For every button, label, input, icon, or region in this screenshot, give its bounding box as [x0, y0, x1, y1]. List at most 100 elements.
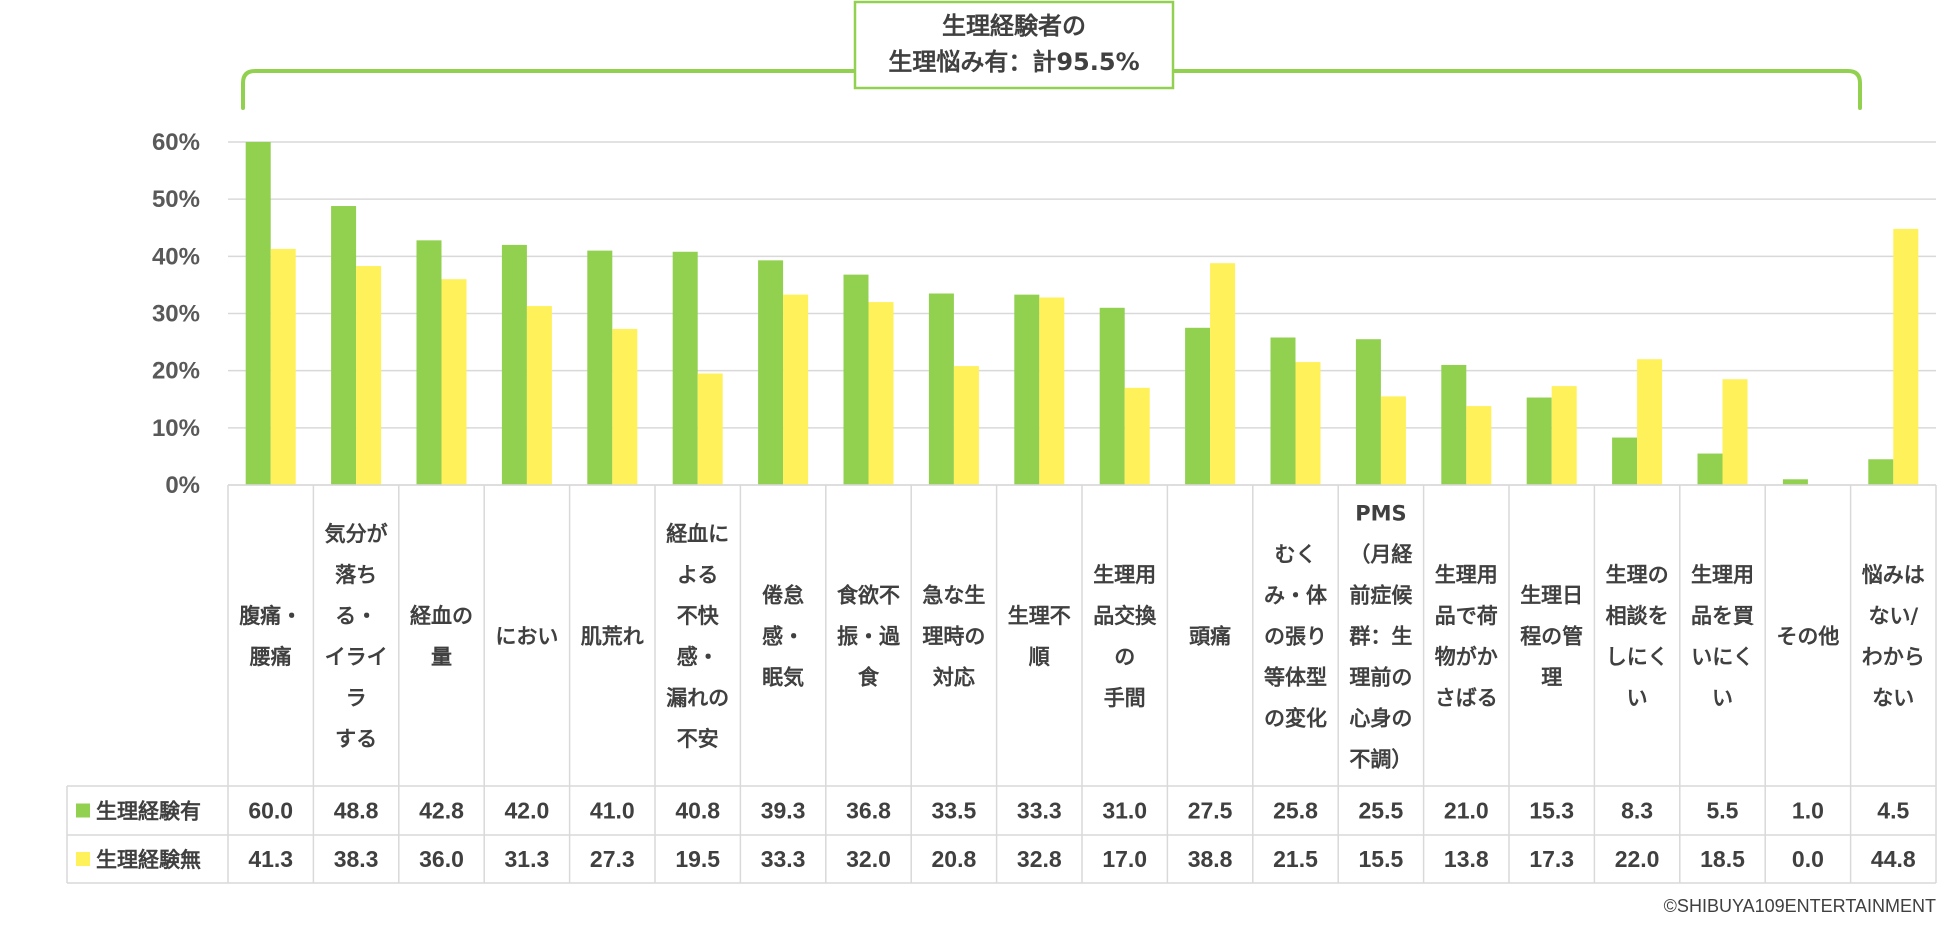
legend-key	[76, 852, 90, 866]
table-cell-value: 17.3	[1529, 846, 1574, 872]
table-cell-value: 22.0	[1615, 846, 1660, 872]
table-cell-value: 41.0	[590, 798, 635, 824]
table-cell-value: 13.8	[1444, 846, 1489, 872]
y-tick-label: 60%	[152, 129, 200, 156]
table-cell-value: 25.8	[1273, 798, 1318, 824]
bar-series-2	[1722, 379, 1748, 485]
table-cell-value: 42.8	[419, 798, 464, 824]
table-cell-value: 15.5	[1359, 846, 1404, 872]
table-cell-value: 33.5	[932, 798, 977, 824]
table-cell-value: 25.5	[1359, 798, 1404, 824]
bar-series-1	[1441, 364, 1467, 485]
callout-text: 生理経験者の生理悩み有：計95.5%	[888, 12, 1139, 76]
table-cell-value: 4.5	[1877, 798, 1909, 824]
bar-series-1	[1099, 307, 1125, 485]
bar-series-1	[1782, 479, 1808, 485]
bar-series-2	[270, 248, 296, 485]
bar-series-1	[1355, 339, 1381, 485]
bar-series-2	[1466, 406, 1492, 485]
category-label: 肌荒れ	[581, 625, 644, 649]
table-cell-value: 36.0	[419, 846, 464, 872]
bar-series-2	[1295, 362, 1321, 485]
category-label: 急な生理時の対応	[922, 584, 985, 690]
y-tick-label: 20%	[152, 358, 200, 385]
category-label: におい	[495, 625, 558, 649]
category-label: 倦怠感・眠気	[762, 584, 804, 690]
category-label: むくみ・体の張り等体型の変化	[1264, 543, 1328, 731]
bar-series-2	[612, 328, 638, 485]
bar-series-2	[697, 373, 723, 485]
table-cell-value: 21.0	[1444, 798, 1489, 824]
category-label: 気分が落ちる・イライラする	[325, 522, 388, 751]
table-cell-value: 60.0	[248, 798, 293, 824]
bar-series-2	[356, 266, 382, 485]
table-cell-value: 18.5	[1700, 846, 1745, 872]
table-cell-value: 27.5	[1188, 798, 1233, 824]
bar-series-1	[331, 206, 357, 485]
bars	[245, 142, 1919, 486]
table-cell-value: 21.5	[1273, 846, 1318, 872]
copyright: ©SHIBUYA109ENTERTAINMENT	[1664, 896, 1936, 916]
bar-series-1	[1185, 327, 1211, 485]
bar-series-1	[245, 142, 271, 485]
bar-series-1	[928, 293, 954, 485]
category-label: PMS （月経前症候群：生理前の心身の不調）	[1349, 502, 1413, 772]
table-cell-value: 31.0	[1102, 798, 1147, 824]
table-cell-value: 17.0	[1102, 846, 1147, 872]
bar-series-1	[1612, 437, 1638, 485]
gridlines	[228, 141, 1936, 486]
category-label: 生理用品を買いにくい	[1691, 563, 1754, 710]
table-cell-value: 27.3	[590, 846, 635, 872]
series-name: 生理経験有	[96, 800, 201, 824]
category-label: 食欲不振・過食	[837, 584, 901, 690]
category-label: 生理用品交換の手間	[1093, 563, 1157, 710]
bar-series-1	[1014, 294, 1040, 485]
category-label: 生理の相談をしにくい	[1606, 563, 1669, 710]
bar-series-1	[416, 240, 442, 485]
table-cell-value: 44.8	[1871, 846, 1916, 872]
bar-series-1	[1868, 459, 1894, 485]
category-label: 経血の量	[410, 604, 473, 669]
bar-series-2	[1039, 297, 1065, 485]
bar-series-1	[1526, 397, 1552, 485]
bar-series-2	[441, 279, 467, 485]
bar-series-1	[843, 274, 869, 485]
table-cell-value: 0.0	[1792, 846, 1824, 872]
bar-series-2	[783, 294, 809, 485]
bar-series-1	[1270, 337, 1296, 485]
table-cell-value: 33.3	[1017, 798, 1062, 824]
bar-series-1	[501, 244, 527, 485]
table-cell-value: 15.3	[1529, 798, 1574, 824]
category-label: 生理日程の管理	[1520, 584, 1583, 690]
bar-series-2	[526, 306, 552, 485]
category-label: 頭痛	[1189, 625, 1231, 649]
bracket-left	[241, 69, 857, 110]
table-cell-value: 32.0	[846, 846, 891, 872]
legend-key	[76, 803, 90, 818]
table-cell-value: 40.8	[675, 798, 720, 824]
y-tick-label: 30%	[152, 301, 200, 328]
category-label: その他	[1776, 625, 1839, 649]
table-cell-value: 20.8	[932, 846, 977, 872]
bar-series-2	[1637, 359, 1663, 485]
bar-series-2	[868, 302, 894, 485]
bar-series-1	[758, 260, 784, 485]
table-cell-value: 31.3	[505, 846, 550, 872]
category-label: 経血による不快感・漏れの不安	[666, 522, 729, 751]
table-cell-value: 5.5	[1707, 798, 1739, 824]
series-name: 生理経験無	[96, 848, 201, 872]
bracket-right	[1171, 69, 1862, 110]
callout-box	[853, 0, 1175, 90]
y-tick-label: 50%	[152, 186, 200, 213]
table-cell-value: 36.8	[846, 798, 891, 824]
y-tick-label: 0%	[165, 472, 200, 499]
table-cell-value: 38.8	[1188, 846, 1233, 872]
bar-series-2	[1551, 386, 1577, 485]
bar-series-2	[1893, 228, 1919, 486]
table-cell-value: 33.3	[761, 846, 806, 872]
y-tick-label: 10%	[152, 415, 200, 442]
table-cell-value: 8.3	[1621, 798, 1653, 824]
bar-series-2	[1124, 387, 1150, 485]
